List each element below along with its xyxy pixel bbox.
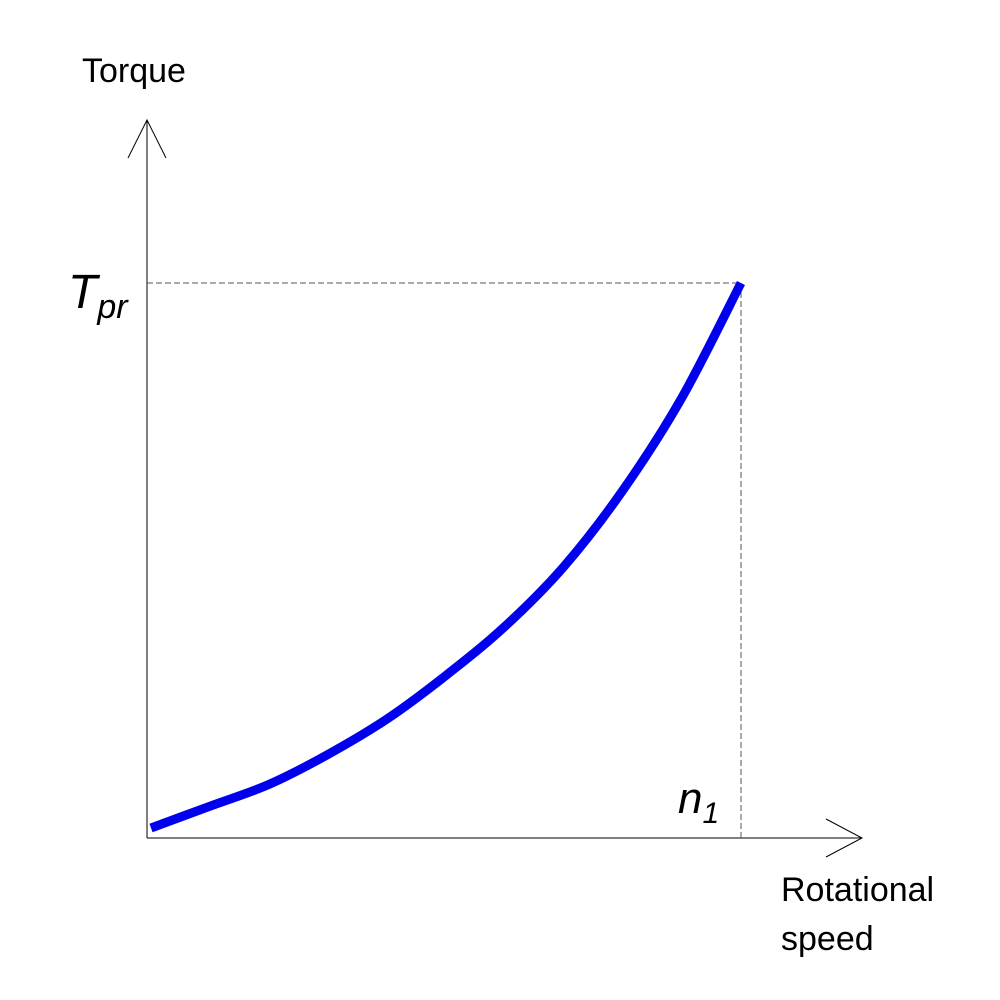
t-pr-main: T [68, 266, 101, 319]
n1-main: n [678, 774, 702, 823]
t-pr-subscript: pr [96, 288, 129, 326]
y-axis-label: Torque [82, 52, 186, 90]
x-axis-arrowhead [825, 818, 864, 858]
n1-marker-label: n1 [678, 774, 719, 830]
x-axis-label-line1: Rotational [781, 871, 934, 909]
y-axis-arrowhead [127, 118, 167, 159]
x-axis-label-line2: speed [781, 920, 874, 958]
t-pr-marker-label: Tpr [68, 266, 129, 326]
torque-curve [149, 280, 745, 833]
n1-subscript: 1 [702, 797, 719, 830]
